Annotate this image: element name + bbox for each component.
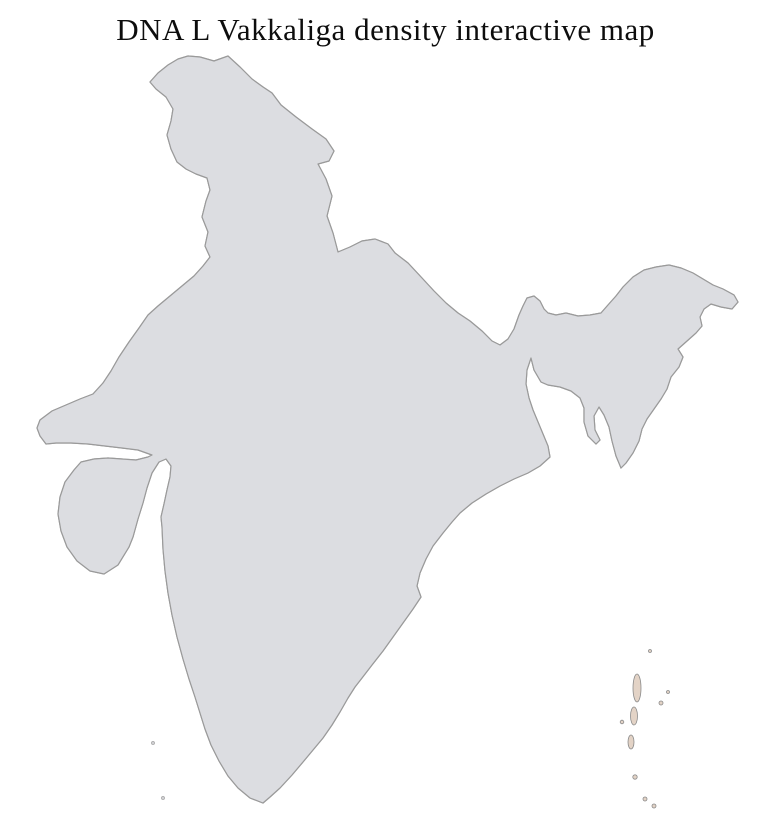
island-chain[interactable] [619, 649, 670, 809]
west-island-dots[interactable] [151, 741, 165, 800]
page-title: DNA L Vakkaliga density interactive map [116, 12, 655, 47]
